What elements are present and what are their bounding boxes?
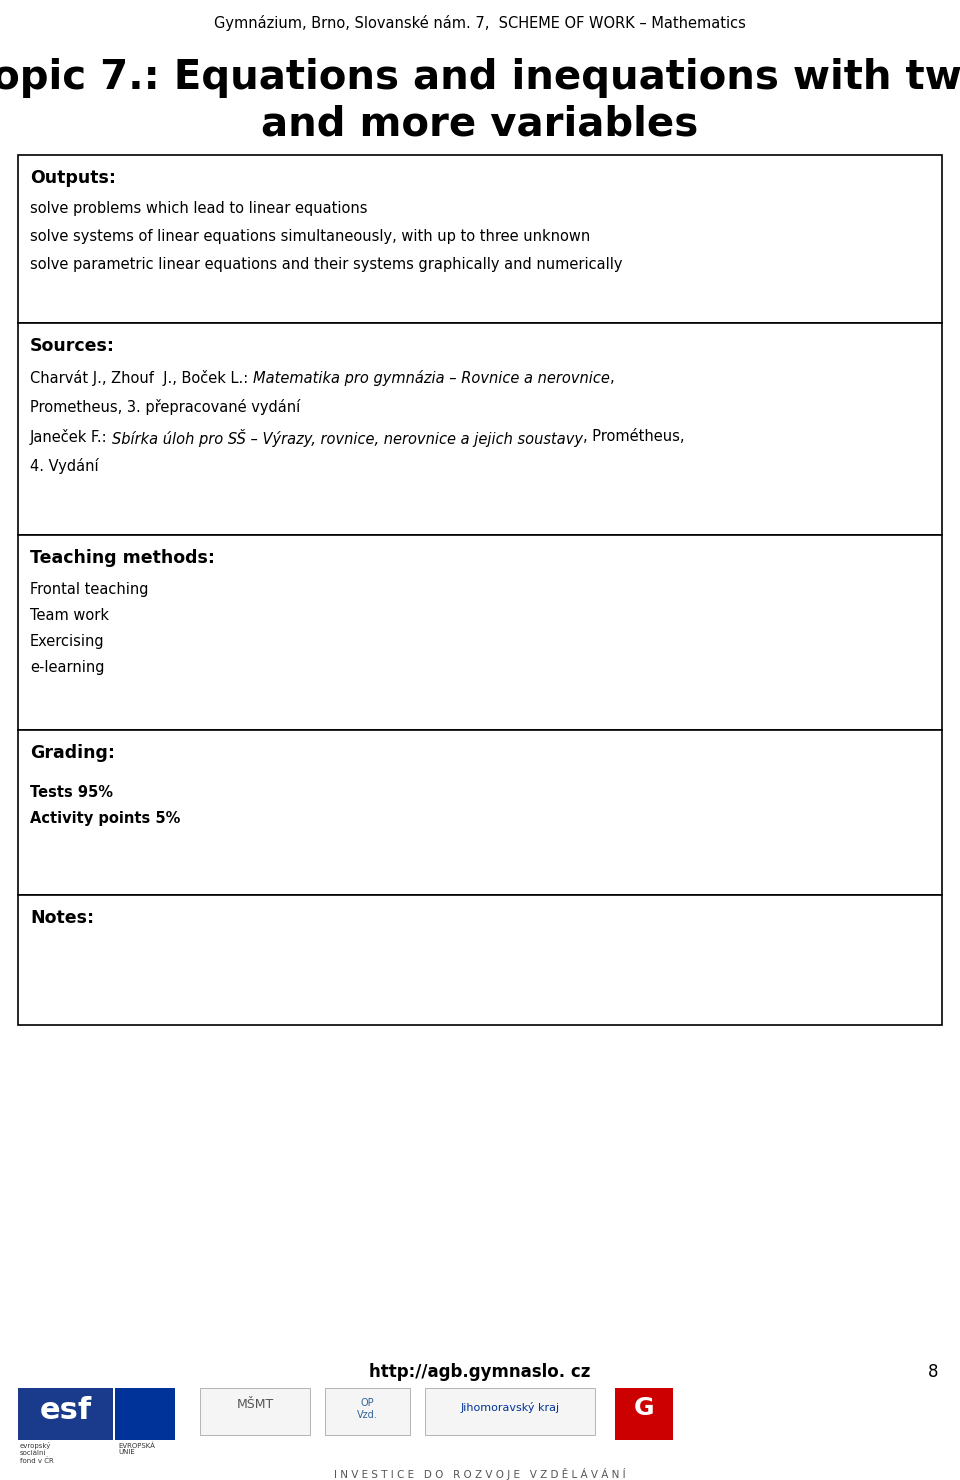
Text: Exercising: Exercising xyxy=(30,633,105,650)
Bar xyxy=(18,895,942,1026)
Bar xyxy=(18,730,942,895)
Text: and more variables: and more variables xyxy=(261,105,699,145)
Text: Matematika pro gymnázia – Rovnice a nerovnice: Matematika pro gymnázia – Rovnice a nero… xyxy=(252,370,610,386)
Text: ,: , xyxy=(610,370,614,385)
Text: Topic 7.: Equations and inequations with two: Topic 7.: Equations and inequations with… xyxy=(0,58,960,98)
Text: e-learning: e-learning xyxy=(30,660,105,675)
Text: Prometheus, 3. přepracované vydání: Prometheus, 3. přepracované vydání xyxy=(30,400,300,414)
Bar xyxy=(18,155,942,323)
Bar xyxy=(425,1388,595,1436)
Text: Teaching methods:: Teaching methods: xyxy=(30,549,215,567)
Text: http://agb.gymnaslo. cz: http://agb.gymnaslo. cz xyxy=(370,1363,590,1381)
Text: MŠMT: MŠMT xyxy=(236,1399,274,1410)
Text: evropský
sociální
fond v ČR: evropský sociální fond v ČR xyxy=(20,1442,54,1464)
Text: G: G xyxy=(634,1396,655,1419)
Text: Outputs:: Outputs: xyxy=(30,169,116,186)
Text: 8: 8 xyxy=(927,1363,938,1381)
Bar xyxy=(200,1388,310,1436)
Text: Frontal teaching: Frontal teaching xyxy=(30,582,149,596)
Bar xyxy=(18,323,942,534)
Text: Sources:: Sources: xyxy=(30,337,115,355)
Text: Charvát J., Zhouf  J., Boček L.:: Charvát J., Zhouf J., Boček L.: xyxy=(30,370,252,386)
Text: , Prométheus,: , Prométheus, xyxy=(584,429,684,444)
Bar xyxy=(18,1388,113,1440)
Text: solve systems of linear equations simultaneously, with up to three unknown: solve systems of linear equations simult… xyxy=(30,229,590,244)
Text: Team work: Team work xyxy=(30,608,109,623)
Text: esf: esf xyxy=(40,1396,92,1425)
Text: Janeček F.:: Janeček F.: xyxy=(30,429,112,445)
Text: solve problems which lead to linear equations: solve problems which lead to linear equa… xyxy=(30,201,368,216)
Text: Jihomoravský kraj: Jihomoravský kraj xyxy=(461,1402,560,1413)
Bar xyxy=(18,534,942,730)
Text: Tests 95%: Tests 95% xyxy=(30,784,113,801)
Text: Activity points 5%: Activity points 5% xyxy=(30,811,180,826)
Bar xyxy=(115,1388,175,1440)
Text: OP
Vzd.: OP Vzd. xyxy=(356,1399,377,1419)
Text: Grading:: Grading: xyxy=(30,744,115,762)
Bar xyxy=(325,1388,410,1436)
Text: solve parametric linear equations and their systems graphically and numerically: solve parametric linear equations and th… xyxy=(30,258,622,272)
Text: 4. Vydání: 4. Vydání xyxy=(30,457,99,474)
Text: Notes:: Notes: xyxy=(30,909,94,926)
Text: EVROPSKÁ
UNIE: EVROPSKÁ UNIE xyxy=(118,1442,155,1455)
Text: I N V E S T I C E   D O   R O Z V O J E   V Z D Ě L Á V Á N Í: I N V E S T I C E D O R O Z V O J E V Z … xyxy=(334,1468,626,1480)
Text: Gymnázium, Brno, Slovanské nám. 7,  SCHEME OF WORK – Mathematics: Gymnázium, Brno, Slovanské nám. 7, SCHEM… xyxy=(214,15,746,31)
Text: Sbírka úloh pro SŠ – Výrazy, rovnice, nerovnice a jejich soustavy: Sbírka úloh pro SŠ – Výrazy, rovnice, ne… xyxy=(112,429,584,447)
Bar xyxy=(615,1388,673,1440)
